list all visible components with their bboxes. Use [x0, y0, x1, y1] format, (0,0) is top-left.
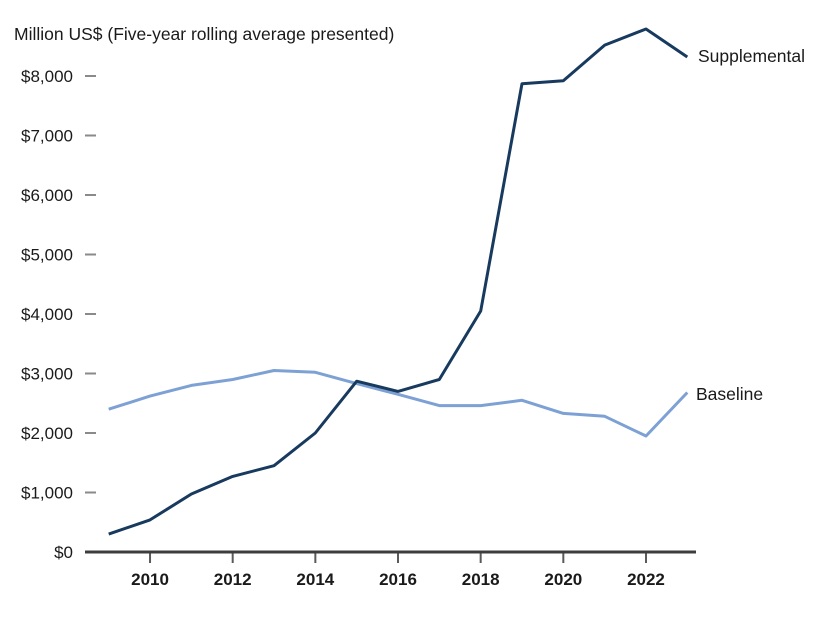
x-tick-label: 2018	[462, 570, 500, 589]
chart-title: Million US$ (Five-year rolling average p…	[14, 24, 395, 44]
baseline-line	[108, 369, 689, 438]
y-tick-label: $7,000	[21, 127, 73, 146]
y-tick-label: $2,000	[21, 424, 73, 443]
y-tick-label: $8,000	[21, 67, 73, 86]
y-tick-label: $5,000	[21, 246, 73, 265]
series-label-baseline: Baseline	[696, 384, 764, 404]
supplemental-line	[108, 27, 689, 536]
x-tick-label: 2022	[627, 570, 665, 589]
y-tick-label: $0	[54, 543, 73, 562]
series-label-supplemental: Supplemental	[698, 46, 806, 66]
x-tick-label: 2016	[379, 570, 417, 589]
x-tick-label: 2010	[131, 570, 169, 589]
y-tick-label: $4,000	[21, 305, 73, 324]
y-tick-label: $6,000	[21, 186, 73, 205]
y-tick-label: $3,000	[21, 365, 73, 384]
x-tick-label: 2012	[214, 570, 252, 589]
x-tick-label: 2014	[296, 570, 334, 589]
y-tick-label: $1,000	[21, 484, 73, 503]
x-tick-label: 2020	[544, 570, 582, 589]
